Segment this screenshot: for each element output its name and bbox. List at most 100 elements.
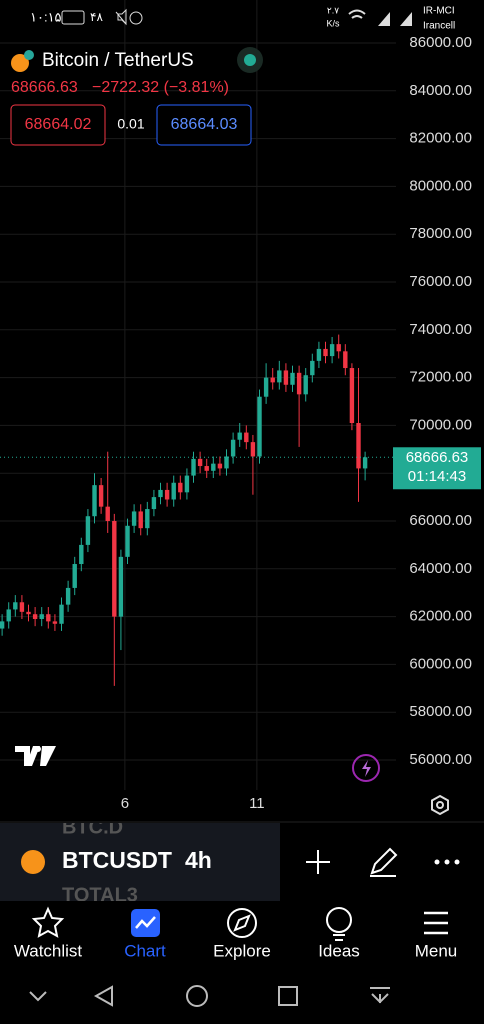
candle-body bbox=[211, 463, 216, 471]
candle-body bbox=[244, 432, 249, 443]
candle-body bbox=[343, 351, 348, 369]
interval-bg bbox=[180, 840, 280, 884]
bar-countdown: 01:14:43 bbox=[408, 468, 466, 485]
y-tick-label: 62000.00 bbox=[409, 608, 472, 625]
candle-body bbox=[52, 621, 58, 624]
candle-body bbox=[158, 489, 163, 498]
logo-dot bbox=[35, 746, 41, 752]
tab-label[interactable]: Chart bbox=[124, 941, 166, 960]
candle-body bbox=[296, 372, 302, 395]
candle-body bbox=[270, 377, 275, 383]
candle-body bbox=[13, 602, 18, 610]
candle-body bbox=[138, 511, 143, 529]
nav-recent[interactable] bbox=[278, 986, 298, 1006]
price-change: −2722.32 (−3.81%) bbox=[92, 79, 229, 96]
candle-body bbox=[204, 466, 209, 471]
y-tick-label: 64000.00 bbox=[409, 560, 472, 577]
candle-body bbox=[250, 442, 256, 457]
candle-body bbox=[118, 556, 124, 617]
plot: 68666.63 01:14:43 bbox=[0, 334, 481, 686]
candle-body bbox=[46, 614, 51, 622]
y-tick-label: 82000.00 bbox=[409, 130, 472, 147]
flash-icon bbox=[362, 760, 371, 777]
tab-label[interactable]: Menu bbox=[415, 941, 458, 960]
candle-body bbox=[171, 482, 176, 500]
price: 68666.63 bbox=[11, 79, 78, 96]
candle-body bbox=[19, 602, 25, 612]
more-button[interactable] bbox=[434, 859, 460, 865]
candle-body bbox=[316, 348, 322, 361]
last-price-label: 68666.63 bbox=[406, 449, 469, 466]
settings-button[interactable] bbox=[431, 794, 449, 816]
candle-body bbox=[0, 621, 5, 629]
ideas-icon bbox=[326, 907, 352, 933]
nav-home[interactable] bbox=[186, 985, 208, 1007]
candle-body bbox=[32, 614, 38, 619]
symbol-icon bbox=[21, 850, 45, 874]
bid-price: 68664.02 bbox=[25, 116, 92, 133]
symbol-name: Bitcoin / TetherUS bbox=[42, 50, 194, 71]
y-tick-label: 84000.00 bbox=[409, 82, 472, 99]
settings-hole bbox=[436, 801, 444, 809]
last-price-tag bbox=[393, 447, 481, 490]
y-tick-label: 58000.00 bbox=[409, 703, 472, 720]
candle-body bbox=[310, 360, 315, 376]
y-tick-label: 60000.00 bbox=[409, 655, 472, 672]
candle-body bbox=[224, 456, 229, 469]
candle-body bbox=[112, 521, 117, 617]
y-tick-label: 78000.00 bbox=[409, 225, 472, 242]
candle-body bbox=[184, 475, 190, 493]
candle-body bbox=[26, 611, 31, 615]
alarm-icon bbox=[129, 11, 143, 25]
candle-body bbox=[217, 463, 223, 469]
candle-body bbox=[98, 485, 104, 507]
buy-button[interactable] bbox=[156, 104, 252, 146]
draw-button[interactable] bbox=[370, 847, 398, 877]
y-tick-label: 66000.00 bbox=[409, 512, 472, 529]
candle-body bbox=[105, 506, 110, 522]
nav-extra[interactable] bbox=[370, 987, 390, 1004]
explore-icon bbox=[227, 908, 257, 938]
flash-button[interactable] bbox=[352, 754, 380, 782]
candle-body bbox=[145, 509, 150, 529]
add-button[interactable] bbox=[306, 850, 330, 874]
ask-price: 68664.03 bbox=[171, 116, 238, 133]
candle-body bbox=[72, 564, 77, 588]
y-tick-label: 80000.00 bbox=[409, 177, 472, 194]
wifi-icon bbox=[348, 9, 366, 19]
battery-icon bbox=[61, 10, 85, 25]
carrier-1: IR-MCI bbox=[423, 6, 455, 17]
y-tick-label: 86000.00 bbox=[409, 34, 472, 51]
candle-body bbox=[336, 344, 341, 352]
explore-needle bbox=[233, 914, 251, 932]
candle-body bbox=[356, 423, 361, 469]
candle-body bbox=[323, 348, 328, 357]
system-nav bbox=[29, 985, 390, 1007]
symbol-bar: BTC.D TOTAL3 BTCUSDT 4h bbox=[0, 816, 460, 901]
mute-icon bbox=[115, 8, 127, 26]
candle-body bbox=[131, 511, 137, 526]
status-bar: ۱۰:۱۵ ۴۸ ۲.۷ K/s IR-MCI Irancell bbox=[30, 5, 455, 31]
tab-label[interactable]: Watchlist bbox=[14, 941, 83, 960]
candle-body bbox=[65, 587, 71, 605]
interval[interactable]: 4h bbox=[185, 847, 212, 873]
candle-body bbox=[79, 544, 84, 565]
prev-symbol: BTC.D bbox=[62, 816, 123, 838]
market-dot bbox=[244, 54, 256, 66]
tether-icon bbox=[24, 50, 34, 60]
candle-body bbox=[263, 377, 269, 397]
menu-icon bbox=[424, 911, 448, 935]
signal-icon bbox=[378, 12, 412, 26]
tab-label[interactable]: Ideas bbox=[318, 941, 360, 960]
current-symbol: BTCUSDT bbox=[62, 847, 172, 873]
tab-label[interactable]: Explore bbox=[213, 941, 271, 960]
logo-shape bbox=[15, 746, 56, 766]
nav-back[interactable] bbox=[93, 985, 113, 1007]
nav-down[interactable] bbox=[29, 991, 47, 1002]
candle-body bbox=[178, 482, 183, 493]
watchlist-icon bbox=[31, 906, 65, 938]
sell-button[interactable] bbox=[10, 104, 106, 146]
symbol-header: Bitcoin / TetherUS 68666.63 −2722.32 (−3… bbox=[10, 47, 263, 146]
